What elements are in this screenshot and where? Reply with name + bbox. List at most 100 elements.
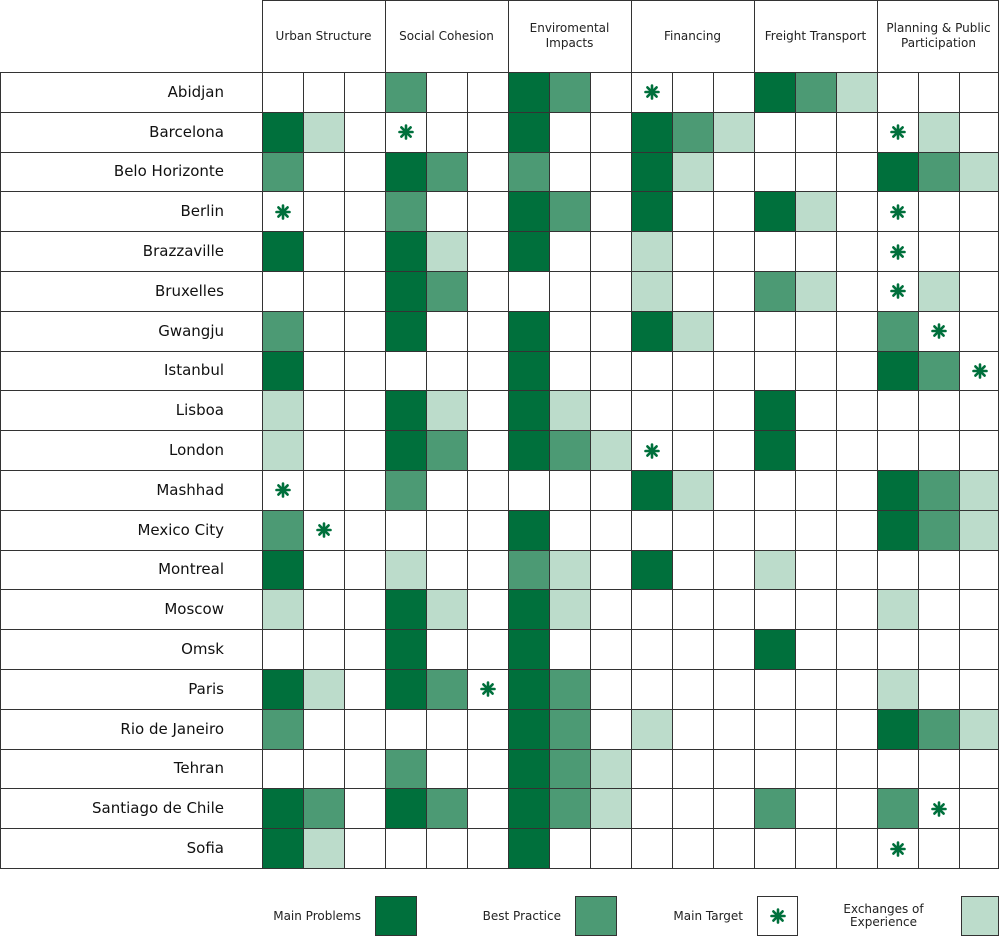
cell-P bbox=[263, 550, 303, 590]
row-line bbox=[0, 748, 999, 750]
cell-P bbox=[263, 670, 303, 709]
cell-T bbox=[878, 829, 918, 868]
cell-B bbox=[919, 152, 959, 192]
city-label: Istanbul bbox=[163, 361, 224, 380]
row-line bbox=[0, 271, 999, 272]
legend-label: Main Problems bbox=[273, 908, 361, 923]
cell-B bbox=[796, 73, 836, 112]
cell-T bbox=[263, 471, 303, 510]
cell-P bbox=[878, 471, 918, 510]
row-line bbox=[0, 470, 999, 471]
cell-E bbox=[550, 391, 590, 431]
cell-P bbox=[632, 112, 672, 152]
city-label: Brazzaville bbox=[142, 242, 224, 261]
cell-T bbox=[304, 511, 344, 550]
cell-B bbox=[550, 749, 590, 789]
sub-line bbox=[344, 72, 345, 868]
cell-E bbox=[304, 670, 344, 709]
cell-E bbox=[632, 709, 672, 749]
star bbox=[398, 124, 414, 140]
cell-P bbox=[386, 391, 426, 431]
cell-B bbox=[550, 789, 590, 829]
cell-E bbox=[263, 431, 303, 470]
cell-E bbox=[796, 272, 836, 311]
cell-E bbox=[960, 510, 999, 550]
cell-P bbox=[386, 590, 426, 630]
cell-B bbox=[919, 709, 959, 749]
cell-P bbox=[878, 510, 918, 550]
cell-B bbox=[427, 789, 467, 829]
row-line bbox=[0, 629, 999, 631]
city-label: Mexico City bbox=[137, 520, 224, 539]
cell-P bbox=[509, 749, 549, 789]
cell-T bbox=[919, 789, 959, 828]
sub-line bbox=[918, 72, 919, 868]
city-label: Lisboa bbox=[175, 401, 224, 420]
star bbox=[769, 908, 786, 924]
cell-P bbox=[878, 709, 918, 749]
cell-P bbox=[755, 391, 795, 431]
cell-P bbox=[386, 232, 426, 271]
cell-P bbox=[509, 391, 549, 431]
cell-T bbox=[632, 73, 672, 112]
city-label: Moscow bbox=[164, 600, 224, 619]
group-line bbox=[385, 0, 386, 868]
city-label: Montreal bbox=[158, 560, 224, 579]
group-line bbox=[754, 0, 755, 868]
cell-B bbox=[919, 471, 959, 510]
cell-P bbox=[509, 192, 549, 232]
cell-P bbox=[386, 311, 426, 351]
group-header: Social Cohesion bbox=[399, 28, 494, 43]
row-line bbox=[0, 390, 999, 392]
cell-P bbox=[509, 829, 549, 868]
cell-P bbox=[509, 311, 549, 351]
cell-P bbox=[509, 112, 549, 152]
city-label: Gwangju bbox=[158, 321, 224, 340]
cell-P bbox=[386, 630, 426, 669]
sub-line bbox=[713, 72, 714, 868]
city-label: Mashhad bbox=[156, 480, 224, 499]
group-header: Planning & Public Participation bbox=[886, 21, 991, 50]
cell-P bbox=[878, 351, 918, 391]
cell-T bbox=[878, 113, 918, 152]
city-label: Sofia bbox=[186, 839, 224, 858]
cell-B bbox=[386, 73, 426, 112]
cell-P bbox=[509, 232, 549, 271]
cell-E bbox=[837, 73, 877, 112]
cell-B bbox=[509, 152, 549, 192]
row-line bbox=[0, 589, 999, 591]
cell-P bbox=[509, 789, 549, 829]
row-line bbox=[0, 788, 999, 790]
cell-B bbox=[550, 192, 590, 232]
cell-P bbox=[263, 351, 303, 391]
group-header: Financing bbox=[663, 28, 722, 43]
row-line bbox=[0, 868, 999, 869]
cell-P bbox=[632, 550, 672, 590]
cell-B bbox=[550, 431, 590, 470]
cell-B bbox=[673, 112, 713, 152]
sub-line bbox=[467, 72, 468, 868]
cell-B bbox=[263, 709, 303, 749]
cell-B bbox=[550, 670, 590, 709]
cell-E bbox=[878, 590, 918, 630]
cell-P bbox=[509, 510, 549, 550]
city-label: London bbox=[169, 441, 224, 460]
cell-B bbox=[919, 351, 959, 391]
cell-B bbox=[550, 73, 590, 112]
left-border bbox=[0, 72, 1, 868]
cell-P bbox=[509, 709, 549, 749]
cell-P bbox=[263, 789, 303, 829]
cell-E bbox=[304, 829, 344, 868]
cell-P bbox=[386, 431, 426, 470]
group-header: Enviromental Impacts bbox=[529, 21, 610, 50]
cell-B bbox=[427, 431, 467, 470]
row-line bbox=[0, 310, 999, 312]
cell-E bbox=[550, 550, 590, 590]
city-label: Berlin bbox=[180, 202, 224, 221]
cell-E bbox=[263, 391, 303, 431]
city-label: Belo Horizonte bbox=[113, 162, 224, 181]
star bbox=[480, 681, 496, 698]
cell-B bbox=[755, 789, 795, 829]
city-label: Rio de Janeiro bbox=[120, 719, 224, 738]
cell-P bbox=[386, 152, 426, 192]
